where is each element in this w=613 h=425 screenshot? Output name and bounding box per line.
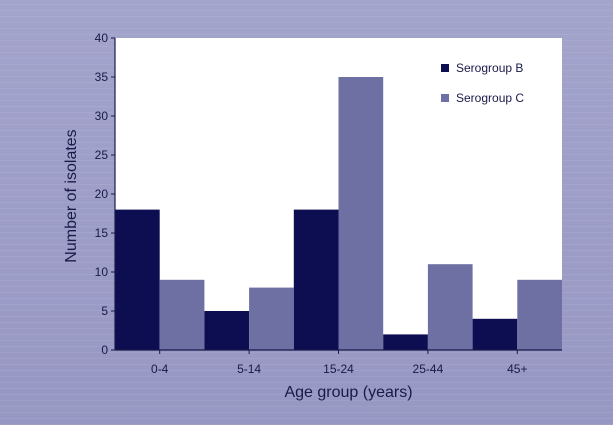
x-tick-label: 0-4 <box>151 362 169 376</box>
bar-serogroup-c-5-14 <box>249 287 294 350</box>
bar-serogroup-c-45+ <box>517 279 562 350</box>
x-tick-label: 5-14 <box>237 362 261 376</box>
legend-swatch <box>441 94 449 102</box>
bar-serogroup-b-15-24 <box>293 209 339 350</box>
y-tick-label: 35 <box>95 70 109 84</box>
legend-label: Serogroup C <box>456 91 524 105</box>
x-tick-label: 25-44 <box>413 362 444 376</box>
x-tick-label: 15-24 <box>323 362 354 376</box>
y-tick-label: 5 <box>101 304 108 318</box>
bar-serogroup-c-15-24 <box>338 77 384 350</box>
axes-group: 0 5 10 15 20 25 30 35 40 0-4 5-14 15-24 25-44 45+ <box>95 31 562 376</box>
y-tick-label: 0 <box>101 343 108 357</box>
x-axis-title: Age group (years) <box>284 384 412 401</box>
y-tick-label: 10 <box>95 265 109 279</box>
y-tick-label: 20 <box>95 187 109 201</box>
legend-swatch <box>441 64 449 72</box>
bars-group <box>115 77 562 350</box>
legend: Serogroup B Serogroup C <box>441 61 524 105</box>
y-tick-label: 25 <box>95 148 109 162</box>
y-axis-title: Number of isolates <box>63 129 80 262</box>
x-tick-label: 45+ <box>507 362 527 376</box>
y-tick-label: 15 <box>95 226 109 240</box>
bar-serogroup-b-0-4 <box>115 209 160 350</box>
bar-serogroup-b-25-44 <box>383 334 428 350</box>
legend-label: Serogroup B <box>456 61 523 75</box>
bar-serogroup-c-25-44 <box>427 264 473 350</box>
y-tick-label: 40 <box>95 31 109 45</box>
bar-serogroup-b-5-14 <box>204 311 250 350</box>
y-tick-label: 30 <box>95 109 109 123</box>
bar-serogroup-c-0-4 <box>159 279 205 350</box>
bar-serogroup-b-45+ <box>472 318 518 350</box>
